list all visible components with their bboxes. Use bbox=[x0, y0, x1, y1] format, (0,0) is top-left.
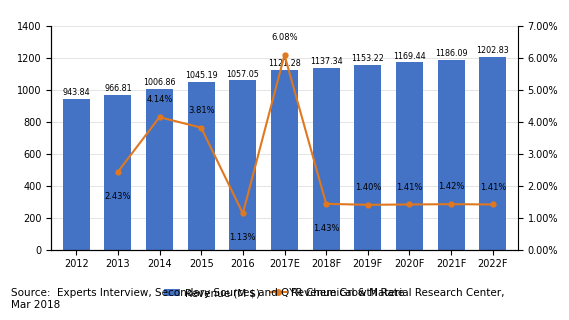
Text: 966.81: 966.81 bbox=[104, 84, 131, 93]
Text: 3.81%: 3.81% bbox=[188, 106, 215, 115]
Text: 1137.34: 1137.34 bbox=[310, 57, 343, 66]
Bar bbox=[63, 99, 90, 250]
Legend: Revenue (M $), Revenue Growth Rate: Revenue (M $), Revenue Growth Rate bbox=[160, 284, 409, 302]
Bar bbox=[104, 95, 131, 250]
Text: 1.42%: 1.42% bbox=[438, 182, 464, 191]
Text: 1169.44: 1169.44 bbox=[393, 52, 426, 60]
Bar bbox=[271, 70, 298, 250]
Bar bbox=[229, 80, 257, 250]
Text: 1.41%: 1.41% bbox=[480, 183, 506, 192]
Text: 1202.83: 1202.83 bbox=[476, 46, 509, 55]
Text: 1121.28: 1121.28 bbox=[268, 59, 301, 68]
Text: 1.40%: 1.40% bbox=[354, 183, 381, 192]
Text: 1186.09: 1186.09 bbox=[435, 49, 468, 58]
Text: 1045.19: 1045.19 bbox=[185, 71, 217, 80]
Text: 1.43%: 1.43% bbox=[313, 224, 340, 233]
Bar bbox=[438, 60, 465, 250]
Text: 2.43%: 2.43% bbox=[105, 192, 131, 201]
Text: 1057.05: 1057.05 bbox=[226, 69, 259, 78]
Text: 6.08%: 6.08% bbox=[271, 33, 298, 42]
Bar bbox=[146, 89, 173, 250]
Text: 4.14%: 4.14% bbox=[146, 95, 173, 104]
Text: 1006.86: 1006.86 bbox=[143, 77, 176, 87]
Bar bbox=[354, 65, 381, 250]
Text: 1.13%: 1.13% bbox=[229, 233, 256, 242]
Text: 1153.22: 1153.22 bbox=[352, 54, 384, 63]
Text: Source:  Experts Interview, Secondary Sources and QYR Chemical & Material Resear: Source: Experts Interview, Secondary Sou… bbox=[11, 288, 505, 310]
Bar bbox=[396, 62, 423, 250]
Bar bbox=[188, 82, 215, 250]
Text: 943.84: 943.84 bbox=[63, 88, 90, 97]
Text: 1.41%: 1.41% bbox=[396, 183, 423, 192]
Bar bbox=[479, 57, 506, 250]
Bar bbox=[312, 68, 340, 250]
